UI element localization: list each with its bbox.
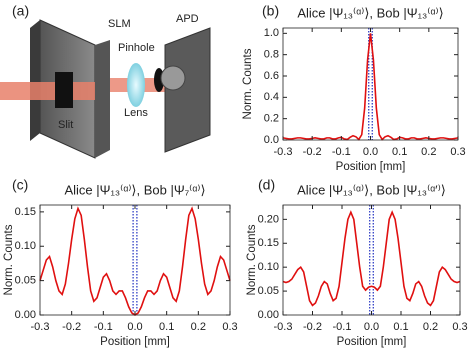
- y-axis-label: Norm. Counts: [246, 224, 258, 295]
- y-tick-label: 0.05: [15, 275, 36, 287]
- chart-title: Alice |Ψ₁₃⁽ᵅ⁾⟩, Bob |Ψ₇⁽ᵅ⁾⟩: [64, 182, 205, 197]
- x-tick-label: -0.1: [332, 146, 351, 158]
- y-axis-label: Norm. Counts: [242, 48, 254, 119]
- y-tick-label: 0.15: [258, 237, 279, 249]
- schematic: (a) SLM APD Pinhole Lens Slit: [0, 3, 211, 159]
- y-tick-label: 0.8: [264, 49, 279, 61]
- x-tick-label: -0.3: [274, 146, 293, 158]
- y-tick-label: 0.15: [15, 206, 36, 218]
- plot-frame: [282, 27, 459, 141]
- pinhole-label: Pinhole: [118, 42, 155, 54]
- data-line: [282, 33, 459, 141]
- x-tick-label: -0.1: [94, 321, 113, 333]
- apd-label: APD: [176, 13, 199, 25]
- y-tick-label: 0.0: [264, 134, 279, 146]
- y-tick-label: 0.10: [15, 240, 36, 252]
- y-tick-label: 0.05: [258, 285, 279, 297]
- x-tick-label: 0.0: [363, 146, 378, 158]
- y-tick-label: 0.6: [264, 70, 279, 82]
- x-tick-label: -0.2: [62, 321, 81, 333]
- x-tick-label: 0.1: [392, 146, 407, 158]
- slm-edge: [30, 20, 40, 141]
- x-tick-label: 0.2: [423, 321, 438, 333]
- y-axis-label: Norm. Counts: [3, 224, 15, 295]
- data-line: [39, 206, 231, 316]
- y-tick-label: 0.10: [258, 261, 279, 273]
- y-tick-label: 0.4: [264, 91, 279, 103]
- y-tick-label: 1.0: [264, 27, 279, 39]
- y-tick-label: 0.00: [15, 309, 36, 321]
- slm-front: [95, 40, 110, 158]
- chart-title: Alice |Ψ₁₃⁽ᵅ⁾⟩, Bob |Ψ₁₃⁽ᵅ⁾⟩: [297, 5, 443, 20]
- y-tick-label: 0.2: [264, 113, 279, 125]
- chart-title: Alice |Ψ₁₃⁽ᵅ⁾⟩, Bob |Ψ₁₃⁽ᵅ′⁾⟩: [297, 182, 446, 197]
- x-tick-label: 0.3: [222, 321, 237, 333]
- slit-label: Slit: [58, 119, 73, 131]
- lens-label: Lens: [124, 107, 148, 119]
- x-tick-label: -0.2: [303, 146, 322, 158]
- x-tick-label: -0.2: [303, 321, 322, 333]
- apd-window: [160, 65, 186, 91]
- data-line: [282, 210, 461, 307]
- x-tick-label: 0.0: [127, 321, 142, 333]
- x-tick-label: 0.3: [452, 321, 467, 333]
- x-axis-label: Position [mm]: [337, 336, 407, 348]
- x-tick-label: -0.3: [31, 321, 50, 333]
- x-tick-label: 0.2: [191, 321, 206, 333]
- x-tick-label: -0.3: [274, 321, 293, 333]
- x-tick-label: 0.0: [364, 321, 379, 333]
- y-tick-label: 0.20: [258, 213, 279, 225]
- slit-aperture: [55, 72, 73, 108]
- x-tick-label: 0.2: [421, 146, 436, 158]
- lens: [127, 63, 145, 107]
- panel-label: (c): [12, 177, 28, 193]
- x-tick-label: 0.1: [393, 321, 408, 333]
- panel-label: (a): [12, 3, 29, 19]
- x-tick-label: 0.1: [159, 321, 174, 333]
- panel-label: (b): [262, 3, 279, 19]
- x-tick-label: 0.3: [450, 146, 465, 158]
- slm-label: SLM: [108, 18, 131, 30]
- panel-label: (d): [258, 177, 275, 193]
- beam-in: [0, 82, 95, 100]
- x-axis-label: Position [mm]: [100, 336, 170, 348]
- x-axis-label: Position [mm]: [336, 161, 406, 173]
- apd-body: [164, 27, 211, 153]
- y-tick-label: 0.00: [258, 309, 279, 321]
- x-tick-label: -0.1: [333, 321, 352, 333]
